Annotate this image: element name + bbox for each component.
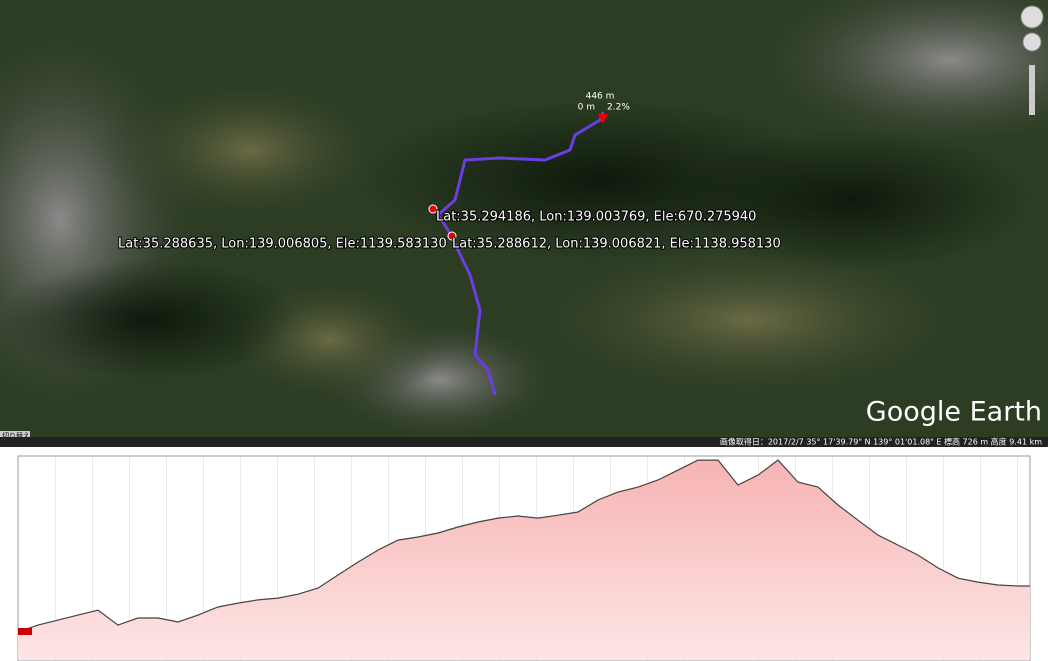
marker-elevation: 446 m [586, 92, 615, 102]
marker-grade: 2.2% [607, 103, 630, 113]
google-earth-logo: Google Earth [866, 397, 1042, 428]
point-marker[interactable] [447, 231, 457, 241]
map-controls[interactable] [1020, 5, 1044, 115]
point-label: Lat:35.288635, Lon:139.006805, Ele:1139.… [118, 237, 447, 252]
marker-distance: 0 m [578, 103, 595, 113]
profile-fill [18, 460, 1030, 660]
toggle-label: 切り替え [2, 431, 30, 440]
point-marker[interactable] [428, 204, 438, 214]
point-label: Lat:35.294186, Lon:139.003769, Ele:670.2… [436, 210, 756, 225]
toggle-button[interactable] [0, 431, 30, 441]
profile-line [17, 459, 1031, 633]
status-text: 画像取得日：2017/2/7 35° 17'39.79" N 139° 01'0… [720, 437, 1042, 447]
position-marker [598, 114, 608, 124]
map-view[interactable] [0, 0, 1048, 440]
point-label: Lat:35.288612, Lon:139.006821, Ele:1138.… [452, 237, 781, 252]
current-elevation-tag [18, 628, 32, 635]
status-bar [0, 437, 1048, 447]
